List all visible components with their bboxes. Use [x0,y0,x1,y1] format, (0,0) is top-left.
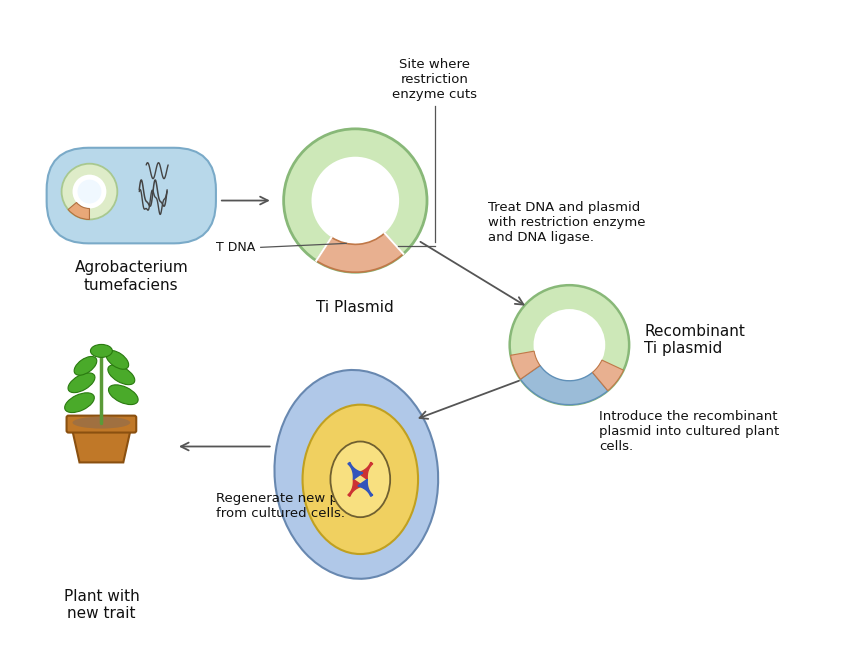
Wedge shape [68,202,90,219]
Polygon shape [348,479,362,496]
Text: Regenerate new plant
from cultured cells.: Regenerate new plant from cultured cells… [215,493,363,520]
Ellipse shape [74,356,96,375]
Text: Treat DNA and plasmid
with restriction enzyme
and DNA ligase.: Treat DNA and plasmid with restriction e… [487,200,645,244]
Circle shape [77,179,102,204]
Ellipse shape [330,441,390,517]
Wedge shape [510,351,540,379]
Ellipse shape [68,373,95,392]
Polygon shape [71,426,131,462]
FancyBboxPatch shape [66,416,136,432]
Polygon shape [348,462,362,479]
Ellipse shape [108,385,138,405]
Text: Plant with
new trait: Plant with new trait [64,589,139,622]
Text: Ti Plasmid: Ti Plasmid [316,300,393,315]
Ellipse shape [274,370,437,579]
Circle shape [311,157,399,244]
Ellipse shape [108,365,134,384]
Polygon shape [357,479,372,496]
Circle shape [61,164,117,219]
Ellipse shape [65,393,94,413]
Circle shape [72,175,106,208]
Wedge shape [316,233,403,272]
Ellipse shape [72,417,130,428]
Ellipse shape [90,345,112,358]
Wedge shape [520,365,607,405]
Circle shape [283,129,426,272]
Circle shape [533,309,604,381]
Wedge shape [592,360,623,390]
Ellipse shape [106,350,128,369]
Ellipse shape [302,405,418,554]
Polygon shape [357,462,372,479]
Text: T DNA: T DNA [216,241,256,254]
FancyBboxPatch shape [46,148,215,244]
Text: Introduce the recombinant
plasmid into cultured plant
cells.: Introduce the recombinant plasmid into c… [598,409,778,453]
Text: Recombinant
Ti plasmid: Recombinant Ti plasmid [643,324,744,356]
Text: Site where
restriction
enzyme cuts: Site where restriction enzyme cuts [392,58,477,101]
Circle shape [509,285,629,405]
Text: Agrobacterium
tumefaciens: Agrobacterium tumefaciens [74,260,188,293]
